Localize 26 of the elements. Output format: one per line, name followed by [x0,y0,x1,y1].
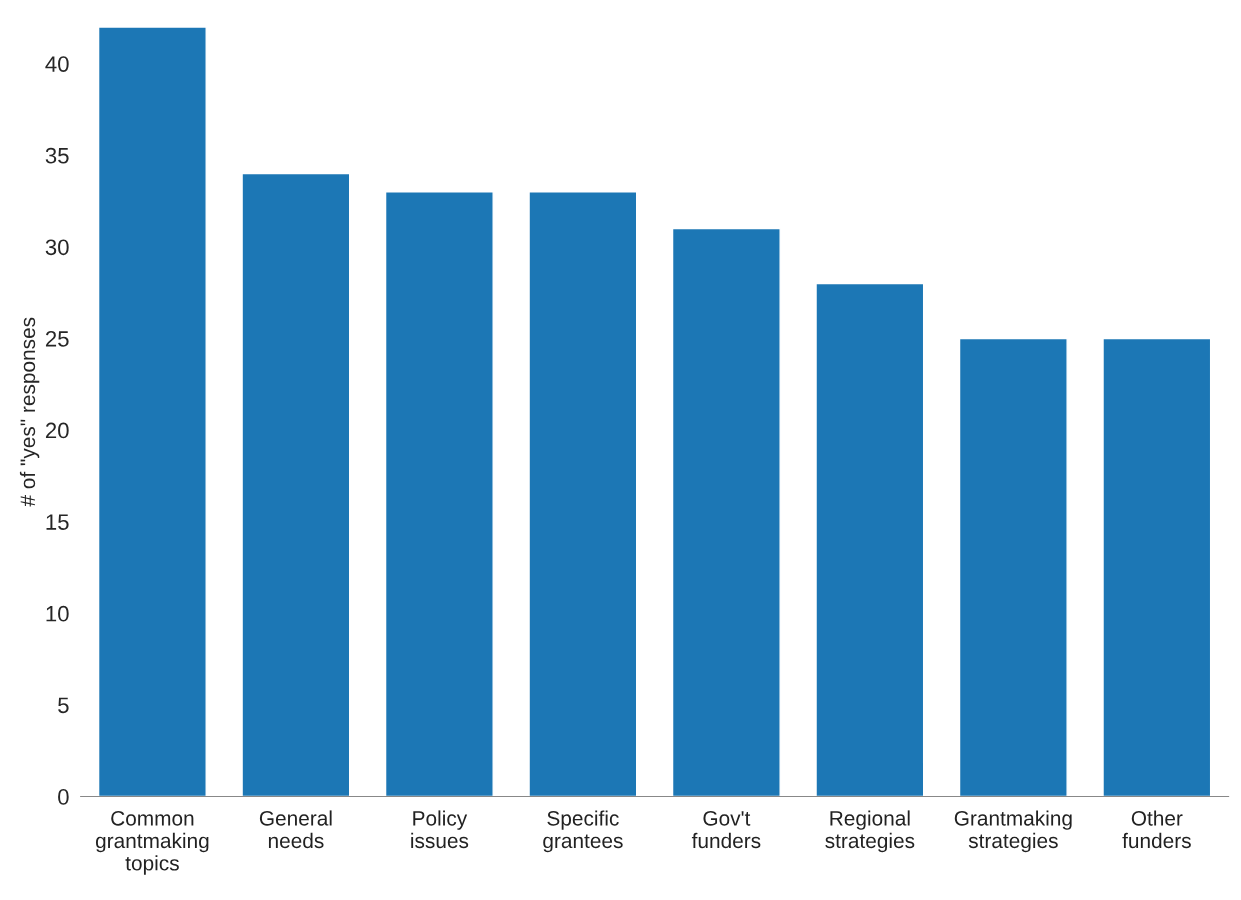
x-tick-label: Other funders [1122,810,1191,849]
y-tick-label: 10 [46,605,69,622]
x-tick-label: Policy issues [411,810,469,849]
bar [241,172,351,797]
bar [958,337,1068,797]
y-tick-label: 0 [58,789,69,805]
x-tick-label: General needs [259,810,332,849]
bar [528,191,638,797]
y-tick-label: 35 [45,147,69,164]
y-axis-title: # of "yes" responses [19,317,40,507]
bar [815,282,925,797]
y-tick-label: 30 [45,239,69,256]
y-tick-label: 15 [46,514,69,530]
bar [1102,337,1212,797]
y-tick-label: 5 [58,697,69,714]
y-tick-label: 25 [45,331,69,347]
x-tick-label: Common grantmaking topics [95,810,209,875]
x-tick-label: Specific grantees [543,810,623,853]
bar [384,191,494,797]
bar [97,27,207,797]
bar [671,227,781,797]
x-tick-label: Regional strategies [825,810,915,853]
y-tick-label: 40 [45,56,69,72]
x-tick-label: Gov't funders [691,810,761,849]
x-tick-label: Grantmaking strategies [954,810,1072,853]
y-tick-label: 20 [45,422,69,439]
